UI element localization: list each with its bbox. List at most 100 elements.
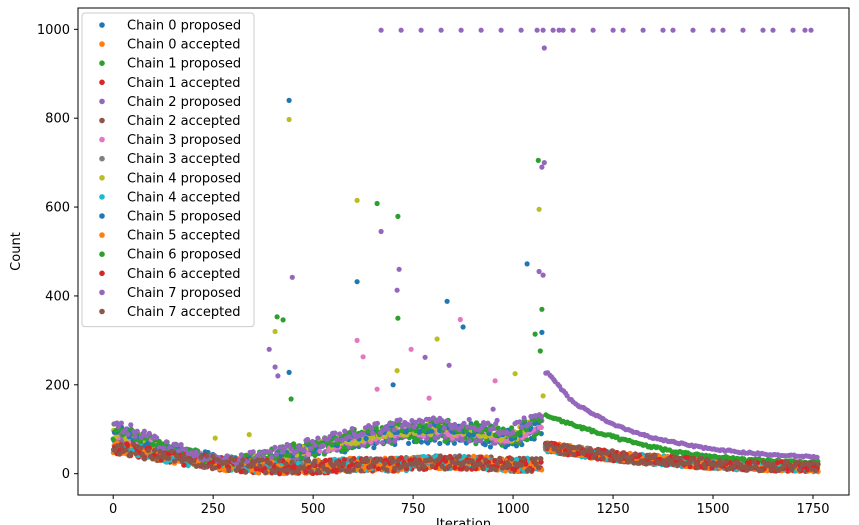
outlier-point — [457, 316, 463, 323]
point-7-accepted — [341, 461, 347, 467]
outlier-point — [478, 27, 484, 33]
point-7-accepted — [128, 450, 134, 456]
point-7-accepted — [698, 455, 704, 461]
point-7-accepted — [452, 460, 458, 466]
outlier-point — [458, 27, 464, 33]
point-7-accepted — [276, 458, 282, 464]
point-7-proposed — [374, 420, 380, 426]
point-7-accepted — [751, 458, 757, 464]
outlier-point — [438, 27, 444, 33]
point-7-accepted — [394, 458, 401, 464]
point-6-proposed — [509, 425, 515, 431]
outlier-point — [286, 97, 292, 103]
y-tick-label: 800 — [45, 112, 70, 127]
outlier-point — [535, 157, 541, 163]
point-7-accepted — [367, 463, 374, 470]
point-7-proposed — [128, 422, 134, 428]
point-7-accepted — [365, 458, 371, 464]
x-tick-label: 1750 — [796, 502, 829, 517]
point-7-proposed — [132, 433, 138, 439]
outlier-point — [670, 27, 676, 33]
legend-entry: Chain 6 proposed — [127, 248, 241, 263]
point-7-accepted — [384, 467, 390, 473]
point-7-accepted — [506, 462, 513, 468]
point-4-accepted — [185, 463, 191, 469]
point-7-proposed — [466, 416, 472, 423]
point-7-accepted — [494, 460, 501, 466]
point-7-accepted — [445, 455, 451, 461]
legend-marker — [99, 194, 105, 200]
point-7-proposed — [277, 444, 283, 450]
point-7-accepted — [623, 454, 629, 460]
x-tick-label: 1000 — [497, 502, 530, 517]
legend-entry: Chain 5 accepted — [127, 229, 241, 244]
point-7-accepted — [389, 459, 396, 465]
point-7-accepted — [285, 467, 291, 473]
point-1-proposed — [524, 437, 530, 443]
point-7-accepted — [526, 466, 532, 472]
point-7-accepted — [538, 456, 544, 462]
point-7-accepted — [145, 448, 151, 454]
legend-entry: Chain 2 accepted — [127, 114, 241, 129]
outlier-point — [498, 27, 504, 33]
legend-marker — [99, 98, 105, 105]
point-7-accepted — [557, 450, 563, 457]
outlier-point — [266, 346, 272, 352]
point-7-accepted — [442, 466, 448, 472]
outlier-point — [492, 378, 498, 384]
outlier-point — [396, 266, 402, 272]
point-7-accepted — [600, 455, 606, 461]
point-7-accepted — [647, 460, 653, 466]
point-6-accepted — [452, 464, 458, 471]
point-7-accepted — [810, 460, 816, 466]
point-7-accepted — [226, 467, 232, 473]
legend-entry: Chain 0 proposed — [127, 19, 241, 34]
y-tick-label: 600 — [45, 201, 70, 216]
point-7-proposed — [267, 449, 274, 455]
point-7-proposed — [397, 417, 403, 423]
point-7-proposed — [406, 423, 412, 429]
point-7-accepted — [139, 451, 145, 457]
point-7-proposed — [334, 437, 340, 443]
outlier-point — [395, 213, 401, 219]
outlier-point — [354, 337, 360, 343]
point-7-proposed — [369, 430, 375, 436]
y-tick-label: 1000 — [37, 23, 70, 38]
outlier-point — [275, 373, 281, 379]
point-7-proposed — [814, 454, 820, 460]
outlier-point — [539, 164, 545, 170]
outlier-point — [280, 317, 286, 323]
point-7-accepted — [166, 455, 172, 461]
point-7-accepted — [676, 455, 682, 461]
legend-marker — [99, 175, 105, 181]
point-6-proposed — [329, 442, 335, 448]
outlier-point — [426, 395, 432, 401]
point-7-accepted — [133, 451, 139, 457]
point-7-proposed — [510, 430, 516, 436]
point-7-accepted — [259, 457, 265, 463]
point-7-accepted — [283, 461, 289, 467]
point-2-proposed — [379, 440, 386, 446]
outlier-point — [740, 27, 746, 33]
legend-entry: Chain 4 accepted — [127, 190, 241, 205]
point-7-proposed — [385, 426, 391, 432]
point-7-proposed — [360, 431, 367, 437]
point-7-accepted — [604, 450, 610, 456]
point-6-accepted — [478, 454, 484, 460]
outlier-point — [610, 27, 616, 33]
outlier-point — [640, 27, 646, 33]
point-7-proposed — [315, 435, 321, 441]
legend-entry: Chain 6 accepted — [127, 267, 241, 282]
point-7-proposed — [305, 436, 311, 443]
point-2-proposed — [478, 438, 484, 444]
outlier-point — [532, 331, 538, 337]
point-7-proposed — [238, 452, 244, 458]
point-2-proposed — [466, 438, 472, 444]
outlier-point — [378, 27, 384, 33]
outlier-point — [394, 368, 400, 374]
point-7-accepted — [519, 462, 525, 468]
outlier-point — [539, 306, 545, 312]
point-7-accepted — [212, 465, 218, 471]
legend-marker — [99, 213, 105, 219]
point-7-accepted — [300, 465, 306, 471]
